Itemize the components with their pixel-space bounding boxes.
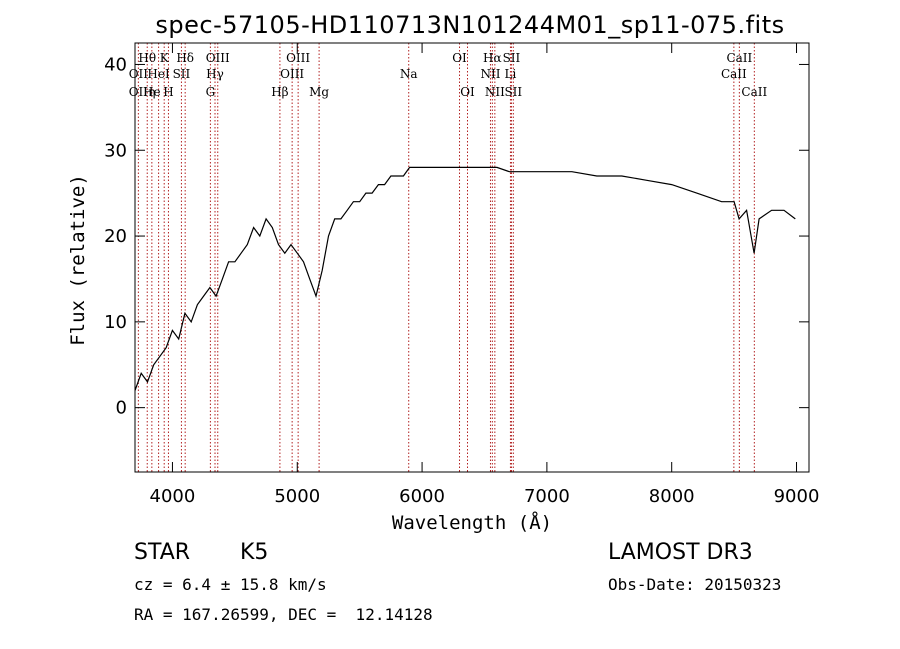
x-tick-label: 6000 — [399, 486, 445, 507]
y-tick-label: 10 — [104, 312, 127, 333]
observation-date: Obs-Date: 20150323 — [608, 575, 782, 594]
spectral-line-label: Hθ — [138, 51, 156, 65]
spectral-line-label: CaII — [741, 85, 767, 99]
spectral-line-label: Hα — [483, 51, 502, 65]
x-tick-label: 7000 — [524, 486, 570, 507]
spectral-line-label: OIII — [286, 51, 310, 65]
spectral-line-label: OIII — [206, 51, 230, 65]
chart-title: spec-57105-HD110713N101244M01_sp11-075.f… — [155, 11, 784, 39]
y-axis-label: Flux (relative) — [67, 174, 89, 346]
x-tick-label: 8000 — [649, 486, 695, 507]
spectral-line-label: NII — [485, 85, 505, 99]
x-axis-label: Wavelength (Å) — [392, 511, 552, 534]
spectrum-series — [134, 166, 796, 391]
plot-frame — [134, 42, 810, 473]
spectral-line-label: OIII — [280, 67, 304, 81]
spectral-line-label: G — [206, 85, 216, 99]
spectral-line-label: CaII — [721, 67, 747, 81]
spectral-line-label: CaII — [726, 51, 752, 65]
spectral-line-label: Na — [400, 67, 418, 81]
spectral-line-label: SII — [503, 51, 521, 65]
spectral-line-label: HeI — [147, 67, 170, 81]
y-tick-label: 20 — [104, 226, 127, 247]
y-tick-label: 30 — [104, 140, 127, 161]
spectral-line-label: K — [160, 51, 170, 65]
spectral-line-label: Hβ — [271, 85, 288, 99]
spectral-line-label: SII — [504, 85, 522, 99]
y-tick-label: 0 — [116, 398, 127, 419]
x-tick-label: 5000 — [274, 486, 320, 507]
redshift-info: cz = 6.4 ± 15.8 km/s — [134, 575, 327, 594]
spectral-line-label: Hδ — [176, 51, 194, 65]
x-tick-label: 4000 — [150, 486, 196, 507]
x-tick-label: 9000 — [774, 486, 820, 507]
series-line-spectrum — [134, 166, 796, 391]
coordinates: RA = 167.26599, DEC = 12.14128 — [134, 605, 433, 624]
spectral-line-label: SII — [173, 67, 191, 81]
object-subclass: K5 — [240, 540, 269, 565]
spectral-line-label: He — [143, 85, 161, 99]
spectral-line-label: OI — [460, 85, 475, 99]
spectral-line-label: OII — [129, 67, 149, 81]
survey-name: LAMOST DR3 — [608, 540, 753, 565]
spectral-line-label: OI — [452, 51, 467, 65]
spectral-line-label: Hγ — [206, 67, 224, 81]
spectral-line-label: H — [163, 85, 173, 99]
spectral-line-label: NII — [480, 67, 500, 81]
object-class: STAR — [134, 540, 191, 565]
y-tick-label: 40 — [104, 54, 127, 75]
spectral-line-label: Li — [505, 67, 517, 81]
spectral-line-label: Mg — [309, 85, 329, 99]
spectral-line-label: η — [148, 85, 155, 99]
spectral-line-label: OII — [129, 85, 149, 99]
axes: 4000 5000 6000 7000 8000 9000 0 10 20 30 40 — [104, 42, 820, 507]
spectral-line-markers — [137, 43, 755, 472]
